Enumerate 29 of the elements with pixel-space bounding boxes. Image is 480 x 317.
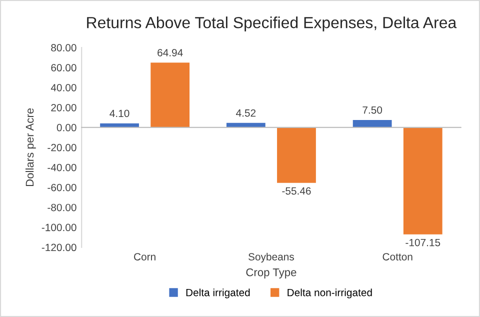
legend-label: Delta non-irrigated [288, 288, 372, 298]
bar [352, 120, 392, 128]
y-tick-label: 20.00 [51, 104, 76, 112]
data-label: 4.52 [236, 109, 256, 117]
x-tick-label: Corn [134, 253, 156, 260]
chart-title: Returns Above Total Specified Expenses, Delta Area [87, 16, 457, 32]
bar [403, 127, 442, 234]
x-axis-title: Crop Type [246, 268, 296, 278]
y-tick-label: -60.00 [48, 184, 76, 192]
data-label: 4.10 [110, 110, 130, 118]
data-label: -55.46 [282, 187, 311, 195]
y-tick-label: -100.00 [42, 224, 76, 232]
x-tick-label: Cotton [382, 253, 412, 260]
y-tick-label: -40.00 [48, 164, 76, 172]
y-tick-label: 40.00 [50, 84, 76, 92]
y-axis-title: Dollars per Acre [26, 108, 36, 186]
y-tick-label: -20.00 [48, 144, 76, 152]
y-tick-label: 80.00 [51, 44, 76, 52]
bar [150, 62, 190, 128]
data-label: 7.50 [362, 106, 382, 114]
y-tick-label: -80.00 [48, 204, 76, 212]
y-tick-label: 0.00 [56, 124, 76, 132]
legend-label: Delta irrigated [186, 288, 250, 298]
y-tick-label: -120.00 [42, 244, 76, 252]
data-label: 64.94 [158, 48, 183, 56]
x-tick-label: Soybeans [248, 252, 294, 263]
bar [277, 127, 316, 183]
y-tick-label: 60.00 [51, 64, 76, 72]
data-label: -107.15 [406, 238, 440, 246]
